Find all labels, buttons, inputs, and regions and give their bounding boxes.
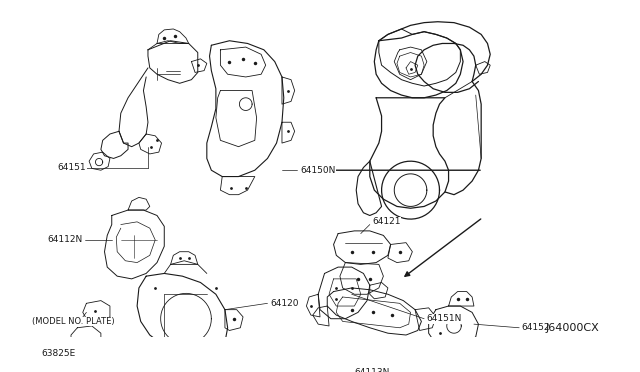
Text: 64120: 64120 [270, 299, 299, 308]
Text: 64151: 64151 [58, 163, 86, 172]
Text: 64150N: 64150N [300, 166, 335, 175]
Text: 64151N: 64151N [427, 314, 462, 323]
Text: 64152: 64152 [521, 323, 550, 332]
Text: J64000CX: J64000CX [545, 323, 599, 333]
Text: 64113N: 64113N [355, 368, 390, 372]
Text: 64112N: 64112N [47, 235, 83, 244]
Text: 64121: 64121 [372, 217, 401, 226]
Text: (MODEL NO. PLATE): (MODEL NO. PLATE) [32, 317, 115, 326]
Text: 63825E: 63825E [41, 349, 76, 357]
